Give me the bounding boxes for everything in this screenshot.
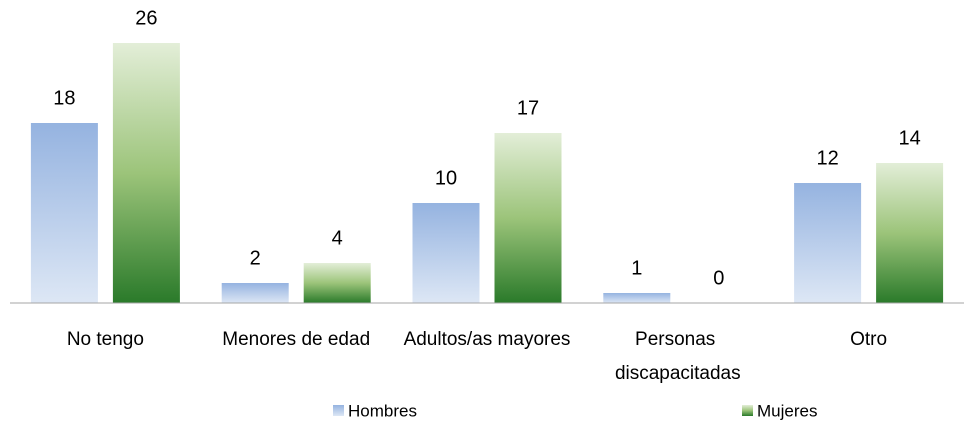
legend-label: Hombres — [348, 401, 417, 420]
data-label: 18 — [53, 87, 75, 109]
bar — [876, 163, 944, 303]
x-tick-label: Personas discapacitadas — [615, 329, 741, 384]
bar — [494, 133, 562, 303]
data-label: 0 — [713, 267, 724, 289]
legend-swatch — [742, 405, 753, 416]
bar — [30, 123, 98, 303]
bar — [603, 293, 671, 303]
data-label: 10 — [435, 167, 457, 189]
data-label: 1 — [631, 257, 642, 279]
bar — [412, 203, 480, 303]
legend-swatch — [333, 405, 344, 416]
bar — [303, 263, 371, 303]
legend-label: Mujeres — [757, 401, 817, 420]
x-tick-label: No tengo — [67, 329, 144, 350]
data-label: 2 — [250, 247, 261, 269]
bar — [112, 43, 180, 303]
data-label: 14 — [898, 127, 920, 149]
data-label: 17 — [517, 97, 539, 119]
data-label: 12 — [816, 147, 838, 169]
bar — [221, 283, 289, 303]
data-label: 26 — [135, 7, 157, 29]
x-tick-label: Adultos/as mayores — [404, 329, 571, 350]
x-tick-label: Menores de edad — [222, 329, 370, 350]
bar — [794, 183, 862, 303]
x-tick-label: Otro — [850, 329, 887, 350]
data-label: 4 — [332, 227, 343, 249]
